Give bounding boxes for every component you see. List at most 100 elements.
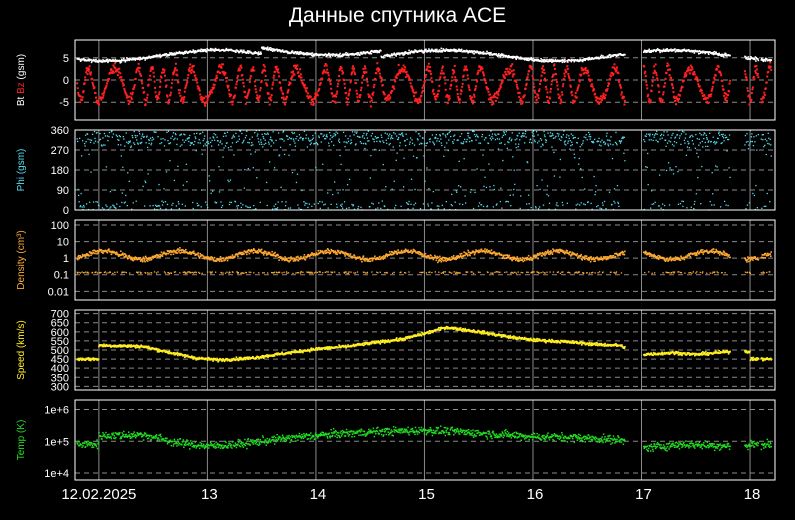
phi-point (188, 137, 190, 139)
phi-point (563, 141, 566, 143)
bt-point (665, 50, 667, 52)
density-point (295, 258, 297, 261)
bt-point (125, 57, 128, 59)
density-point (112, 272, 114, 275)
bz-point (392, 85, 395, 88)
phi-point (307, 206, 309, 209)
bz-point (360, 86, 363, 89)
phi-point (712, 193, 714, 195)
density-point (232, 257, 234, 259)
bz-point (345, 91, 348, 94)
phi-point (196, 202, 198, 205)
phi-point (218, 191, 221, 193)
bt-point (750, 56, 752, 58)
phi-point (619, 140, 621, 143)
bz-point (406, 73, 409, 76)
phi-point (268, 141, 270, 143)
bz-point (545, 88, 548, 91)
phi-point (158, 205, 161, 207)
bz-point (499, 86, 502, 89)
phi-point (443, 155, 445, 157)
bt-point (487, 52, 490, 54)
phi-point (213, 133, 215, 135)
density-point (196, 253, 199, 256)
bt-point (497, 54, 500, 57)
density-point (424, 252, 427, 255)
bt-point (769, 60, 772, 63)
phi-point (278, 154, 281, 156)
bt-point (339, 55, 342, 58)
bt-point (390, 54, 393, 57)
bz-point (408, 76, 411, 79)
bz-point (317, 89, 320, 92)
phi-point (501, 207, 503, 209)
phi-point (398, 133, 400, 135)
phi-point (691, 134, 693, 136)
bz-point (393, 78, 396, 81)
density-point (355, 258, 357, 260)
bt-point (446, 48, 449, 51)
phi-point (458, 185, 460, 187)
bz-point (417, 98, 420, 101)
phi-point (121, 192, 123, 194)
density-point (329, 251, 332, 253)
phi-point (280, 138, 283, 140)
phi-point (460, 142, 462, 144)
bt-point (747, 56, 750, 58)
bz-point (586, 69, 589, 72)
phi-point (611, 203, 613, 206)
bt-point (440, 47, 443, 50)
bz-point (264, 75, 267, 78)
phi-point (566, 134, 568, 136)
bz-point (388, 97, 391, 100)
density-point (399, 271, 401, 274)
phi-point (665, 145, 667, 147)
phi-point (105, 166, 108, 168)
density-point (176, 252, 179, 254)
density-point (289, 259, 292, 261)
bz-point (609, 74, 612, 77)
phi-point (78, 194, 80, 197)
density-point (338, 251, 341, 254)
phi-point (718, 132, 720, 135)
density-point (436, 257, 438, 260)
phi-point (434, 137, 436, 139)
density-point (290, 257, 293, 259)
phi-point (344, 146, 346, 148)
phi-point (233, 136, 236, 138)
phi-point (189, 134, 191, 137)
phi-point (309, 143, 311, 146)
bz-point (725, 96, 728, 99)
bz-point (367, 93, 370, 96)
bz-point (435, 94, 438, 97)
density-point (117, 253, 119, 256)
phi-point (552, 134, 554, 137)
bt-point (409, 52, 411, 55)
phi-point (260, 141, 262, 143)
density-point (429, 271, 431, 273)
bt-point (415, 49, 417, 52)
phi-point (551, 133, 554, 135)
bt-point (515, 58, 518, 61)
density-point (160, 251, 163, 254)
bz-point (196, 85, 199, 88)
phi-point (326, 134, 328, 136)
phi-point (570, 133, 572, 135)
density-point (180, 249, 183, 252)
phi-point (546, 193, 548, 196)
bz-point (383, 93, 386, 96)
phi-point (182, 184, 184, 186)
density-point (199, 255, 202, 258)
bz-point (185, 82, 188, 85)
density-point (81, 253, 84, 256)
phi-point (748, 144, 750, 146)
bt-point (103, 59, 106, 62)
bz-point (748, 97, 751, 100)
bz-point (709, 95, 712, 98)
bz-point (135, 71, 138, 74)
phi-point (170, 137, 172, 139)
density-point (240, 251, 243, 254)
density-point (272, 272, 275, 274)
phi-point (390, 136, 392, 138)
density-point (343, 272, 346, 274)
